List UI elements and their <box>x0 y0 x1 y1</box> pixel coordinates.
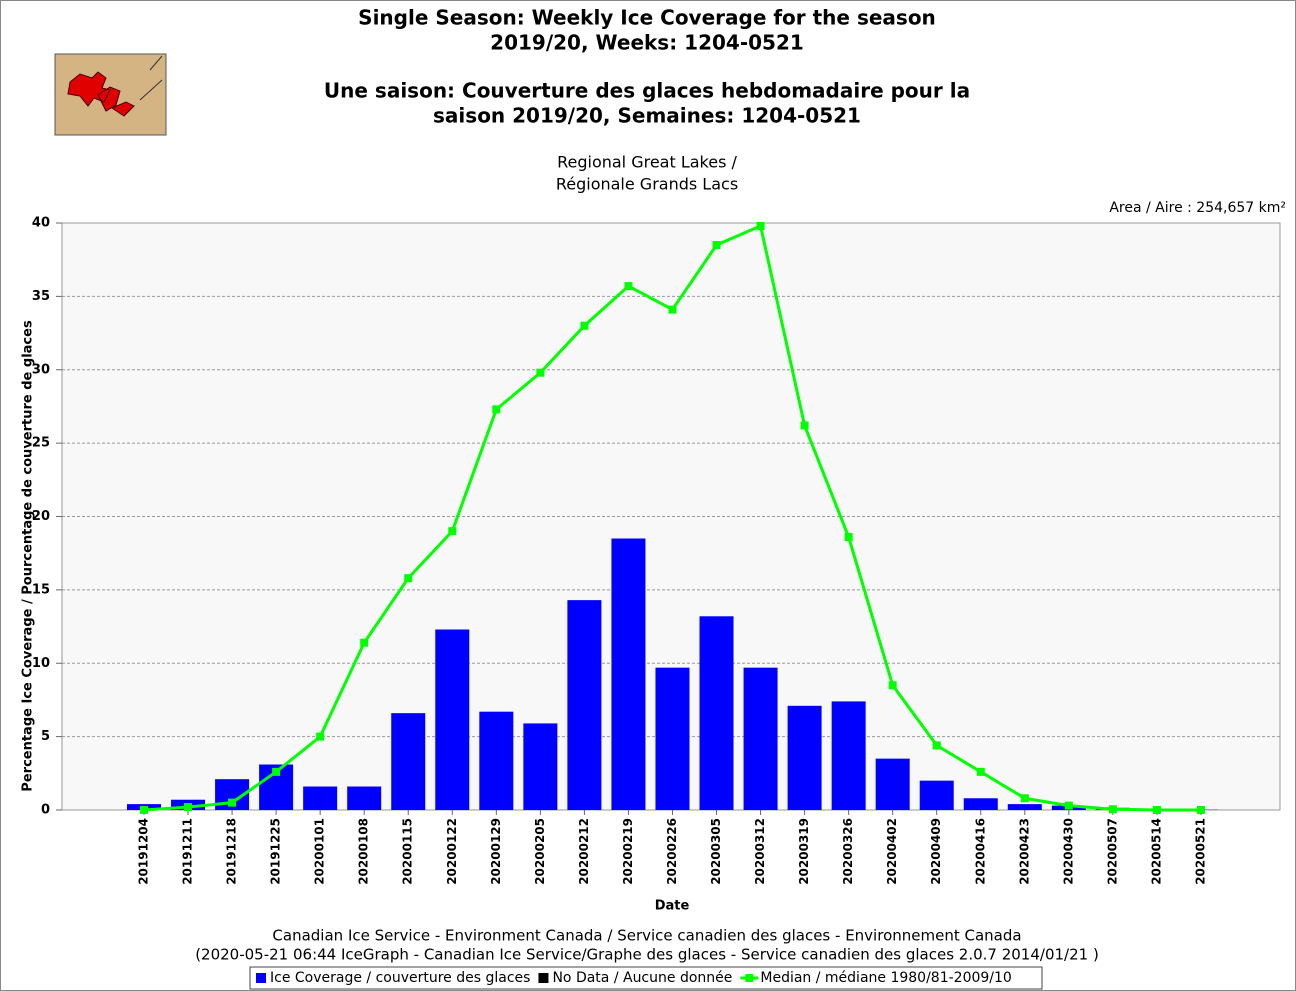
x-tick-label: 20200514 <box>1149 818 1163 885</box>
marker <box>712 241 721 250</box>
x-tick-label: 20200115 <box>401 818 415 885</box>
area-annotation: Area / Aire : 254,657 km² <box>1109 200 1286 216</box>
x-tick-label: 20200312 <box>753 818 767 885</box>
bar <box>743 667 778 810</box>
x-tick-label: 20200219 <box>621 818 635 885</box>
bar <box>1007 804 1042 810</box>
bar <box>831 701 866 810</box>
y-tick-label: 0 <box>41 803 50 818</box>
marker <box>888 681 897 690</box>
footer: Canadian Ice Service - Environment Canad… <box>272 927 1021 945</box>
bar <box>919 780 954 810</box>
x-tick-label: 20200416 <box>973 818 987 885</box>
marker <box>404 574 413 583</box>
title-line: 2019/20, Weeks: 1204-0521 <box>490 31 804 55</box>
y-tick-label: 30 <box>32 362 50 377</box>
x-tick-label: 20200423 <box>1017 818 1031 885</box>
marker <box>976 767 985 776</box>
marker <box>1064 801 1073 810</box>
bar <box>787 705 822 810</box>
bar <box>875 758 910 810</box>
x-tick-label: 20200430 <box>1061 818 1075 885</box>
marker <box>448 527 457 536</box>
x-tick-label: 20200226 <box>665 818 679 885</box>
marker <box>668 305 677 314</box>
bar <box>391 713 426 810</box>
y-axis-label: Percentage Ice Coverage / Pourcentage de… <box>21 320 36 792</box>
marker <box>932 741 941 750</box>
bar <box>435 629 470 810</box>
x-tick-label: 20200122 <box>445 818 459 885</box>
x-tick-label: 20200402 <box>885 818 899 885</box>
marker <box>800 421 809 430</box>
marker <box>1152 806 1161 814</box>
marker <box>492 405 501 414</box>
marker <box>624 282 633 291</box>
bar <box>303 786 338 810</box>
bar <box>567 600 602 810</box>
x-tick-label: 20191218 <box>225 818 239 885</box>
legend-label: No Data / Aucune donnée <box>552 970 732 986</box>
x-tick-label: 20191204 <box>137 818 151 885</box>
marker <box>228 798 237 807</box>
marker <box>756 221 765 230</box>
x-axis-label: Date <box>655 899 690 914</box>
x-tick-label: 20200319 <box>797 818 811 885</box>
marker <box>184 803 193 812</box>
x-tick-label: 20200326 <box>841 818 855 885</box>
x-tick-label: 20200212 <box>577 818 591 885</box>
marker <box>536 368 545 377</box>
y-tick-label: 5 <box>41 729 50 744</box>
bar <box>963 798 998 810</box>
x-tick-label: 20200129 <box>489 818 503 885</box>
legend-marker <box>256 973 266 983</box>
legend <box>249 966 1043 990</box>
bar <box>479 711 514 810</box>
legend-marker <box>538 973 549 983</box>
x-tick-label: 20200409 <box>929 818 943 885</box>
x-tick-label: 20200205 <box>533 818 547 885</box>
subtitle: Régionale Grands Lacs <box>556 175 738 194</box>
x-tick-label: 20200305 <box>709 818 723 885</box>
y-tick-label: 20 <box>32 509 50 524</box>
y-tick-label: 15 <box>32 582 50 597</box>
marker <box>316 732 325 741</box>
x-tick-label: 20191225 <box>269 818 283 885</box>
x-tick-label: 20191211 <box>181 818 195 885</box>
x-tick-label: 20200101 <box>313 818 327 885</box>
legend-label: Ice Coverage / couverture des glaces <box>270 970 530 986</box>
bar <box>347 786 382 810</box>
logo <box>54 53 167 136</box>
x-tick-label: 20200108 <box>357 818 371 885</box>
marker <box>1196 806 1205 814</box>
title-line: Single Season: Weekly Ice Coverage for t… <box>358 6 936 30</box>
title-line: saison 2019/20, Semaines: 1204-0521 <box>433 104 861 128</box>
legend-marker <box>745 974 754 982</box>
marker <box>360 638 369 647</box>
x-tick-label: 20200507 <box>1105 818 1119 885</box>
y-tick-label: 25 <box>32 436 50 451</box>
bar <box>655 667 690 810</box>
marker <box>580 321 589 330</box>
x-tick-label: 20200521 <box>1193 818 1207 885</box>
legend-label: Median / médiane 1980/81-2009/10 <box>760 970 1011 986</box>
marker <box>1108 805 1117 814</box>
y-tick-label: 10 <box>32 656 50 671</box>
marker <box>1020 794 1029 803</box>
bar <box>699 616 734 810</box>
bar <box>611 538 646 810</box>
y-tick-label: 35 <box>32 289 50 304</box>
marker <box>272 767 281 776</box>
title-line: Une saison: Couverture des glaces hebdom… <box>324 79 970 103</box>
marker <box>140 806 148 814</box>
subtitle: Regional Great Lakes / <box>557 153 737 172</box>
marker <box>844 533 853 542</box>
bar <box>523 723 558 810</box>
footer: (2020-05-21 06:44 IceGraph - Canadian Ic… <box>195 946 1099 964</box>
y-tick-label: 40 <box>32 216 50 231</box>
